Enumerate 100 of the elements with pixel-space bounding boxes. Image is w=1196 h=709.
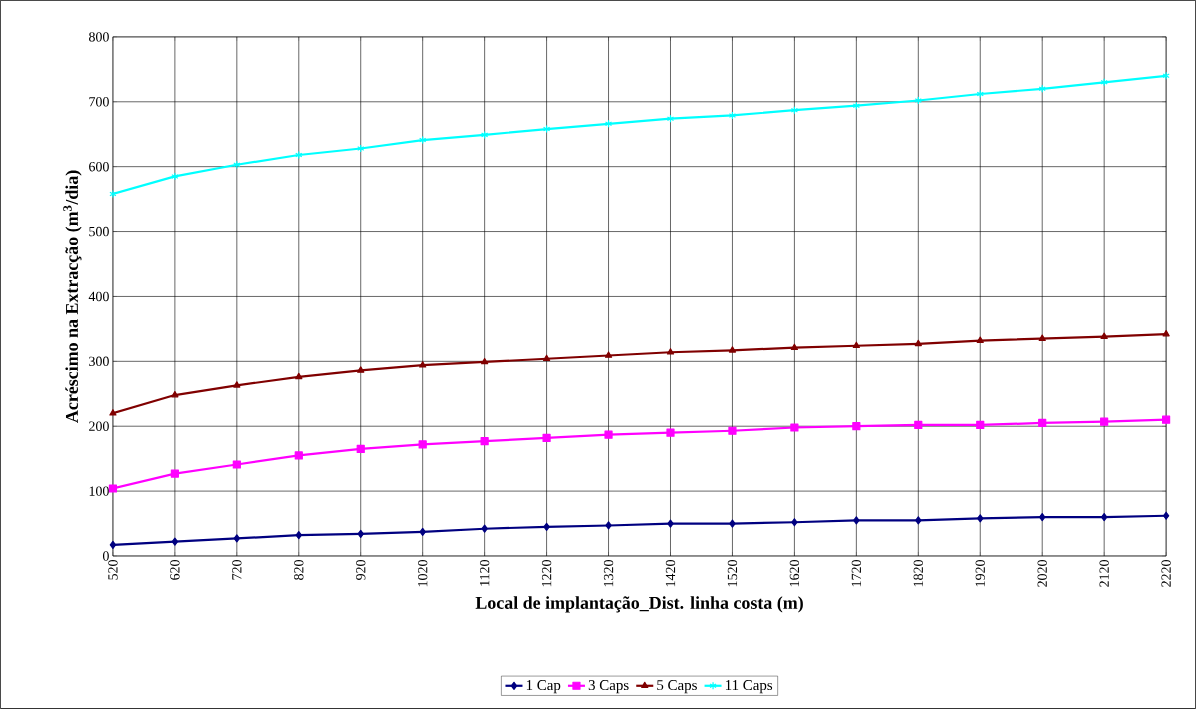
point [1100, 78, 1108, 87]
y-tick-label: 100 [89, 486, 109, 496]
legend-label: 11 Caps [725, 680, 773, 694]
point [233, 160, 241, 169]
point [232, 460, 241, 469]
point [171, 172, 179, 181]
point [1038, 84, 1046, 93]
point [418, 440, 427, 449]
point [295, 372, 303, 380]
x-tick-label: 720 [232, 560, 242, 580]
point [170, 469, 179, 478]
point [1038, 418, 1047, 428]
y-tick-label: 700 [89, 97, 109, 107]
point [976, 420, 985, 430]
point [976, 89, 984, 99]
point [1162, 330, 1170, 337]
point [728, 346, 737, 353]
point [294, 451, 303, 460]
point [977, 514, 984, 523]
point [853, 516, 860, 525]
point [915, 516, 922, 525]
legend-label: 5 Caps [657, 680, 697, 694]
point [790, 343, 799, 351]
point [171, 537, 179, 546]
point [481, 130, 489, 140]
x-axis-title: Local de implantação_Dist. linha costa (m) [475, 596, 803, 613]
point [1100, 513, 1108, 522]
point [604, 430, 613, 439]
point [171, 391, 179, 398]
point [481, 524, 488, 533]
point [790, 423, 799, 432]
point [357, 366, 365, 373]
y-axis-title: Acréscimo na Extracção (m$^{3}$/dia) [63, 170, 82, 423]
x-tick-label: 1120 [479, 560, 490, 586]
y-tick-label: 400 [88, 291, 109, 302]
y-tick-label: 600 [89, 162, 109, 172]
x-tick-label: 1020 [417, 560, 428, 587]
point [667, 519, 674, 528]
x-tick-label: 820 [294, 560, 304, 580]
point [109, 409, 117, 416]
point [543, 522, 550, 531]
y-tick-label: 300 [89, 356, 109, 367]
x-tick-label: 2120 [1099, 560, 1109, 587]
point [604, 119, 613, 128]
x-tick-label: 1620 [789, 560, 800, 587]
point [1162, 71, 1170, 80]
point [233, 381, 241, 388]
point [790, 106, 799, 115]
x-tick-label: 1520 [727, 560, 738, 587]
point [666, 428, 675, 437]
x-tick-label: 1420 [665, 560, 676, 587]
point [419, 527, 426, 537]
point [976, 336, 984, 343]
point [852, 101, 860, 110]
point [914, 339, 922, 347]
point [109, 540, 117, 550]
point [295, 150, 303, 160]
point [295, 531, 303, 540]
point [852, 422, 861, 431]
y-tick-label: 500 [89, 226, 109, 237]
y-tick-label: 0 [102, 551, 109, 561]
point [1100, 417, 1109, 426]
point [542, 354, 551, 362]
point [1162, 415, 1171, 424]
x-tick-label: 1720 [851, 560, 862, 587]
x-tick-label: 920 [356, 560, 366, 581]
point [419, 136, 427, 145]
point [542, 433, 551, 443]
point [356, 444, 365, 454]
point [666, 348, 675, 355]
x-tick-label: 2020 [1037, 560, 1047, 587]
point [1038, 334, 1046, 342]
x-tick-label: 620 [170, 560, 180, 580]
point [108, 484, 118, 493]
point [604, 351, 613, 358]
x-tick-label: 520 [108, 560, 118, 580]
x-tick-label: 1920 [975, 560, 985, 587]
point [666, 114, 675, 123]
point [852, 341, 860, 349]
point [729, 519, 736, 528]
y-tick-label: 200 [89, 421, 109, 431]
point [233, 534, 241, 543]
point [419, 361, 427, 368]
point [1100, 332, 1108, 340]
legend-label: 3 Caps [588, 680, 629, 694]
x-tick-label: 1820 [913, 560, 924, 587]
x-tick-label: 2220 [1161, 560, 1171, 587]
point [357, 529, 364, 539]
point [914, 420, 923, 430]
point [542, 124, 551, 134]
point [728, 426, 737, 435]
legend-label: 1 Cap [526, 680, 561, 694]
point [728, 111, 737, 120]
point [914, 96, 922, 105]
y-tick-label: 800 [89, 32, 109, 42]
point [791, 518, 798, 527]
point [1162, 511, 1170, 520]
point [1038, 513, 1046, 522]
point [481, 357, 489, 365]
point [357, 144, 365, 153]
